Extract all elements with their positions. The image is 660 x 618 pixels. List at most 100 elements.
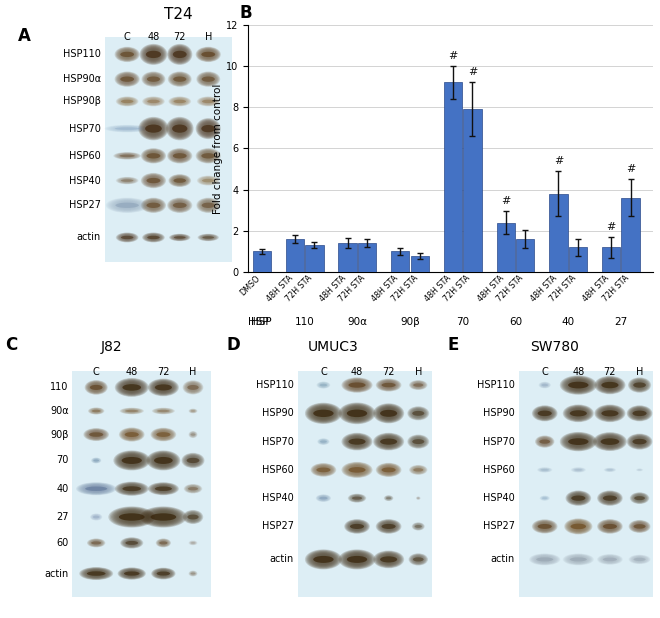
Ellipse shape <box>143 120 164 137</box>
Ellipse shape <box>197 119 219 138</box>
Ellipse shape <box>349 522 364 531</box>
Ellipse shape <box>345 434 370 449</box>
Ellipse shape <box>603 557 617 561</box>
Ellipse shape <box>172 151 187 161</box>
Ellipse shape <box>156 432 170 437</box>
Ellipse shape <box>380 407 397 420</box>
Ellipse shape <box>536 521 554 531</box>
Ellipse shape <box>86 569 106 578</box>
Ellipse shape <box>89 383 103 392</box>
Ellipse shape <box>594 433 626 451</box>
Ellipse shape <box>119 428 145 442</box>
Ellipse shape <box>118 234 136 242</box>
Ellipse shape <box>145 150 162 161</box>
Ellipse shape <box>537 522 552 531</box>
Ellipse shape <box>89 408 103 414</box>
Ellipse shape <box>634 496 645 500</box>
Ellipse shape <box>317 381 331 389</box>
Ellipse shape <box>172 74 187 85</box>
Ellipse shape <box>199 177 217 185</box>
Ellipse shape <box>410 408 426 419</box>
Ellipse shape <box>346 520 368 533</box>
Ellipse shape <box>202 203 215 208</box>
Ellipse shape <box>143 72 164 86</box>
Ellipse shape <box>83 569 109 578</box>
Ellipse shape <box>117 177 137 184</box>
Ellipse shape <box>201 74 216 85</box>
Ellipse shape <box>150 510 177 524</box>
Ellipse shape <box>153 484 174 493</box>
Ellipse shape <box>378 379 399 391</box>
Ellipse shape <box>535 556 555 564</box>
Ellipse shape <box>121 569 142 578</box>
Ellipse shape <box>562 376 595 394</box>
Ellipse shape <box>117 510 147 525</box>
Ellipse shape <box>115 153 139 159</box>
Ellipse shape <box>347 556 367 563</box>
Ellipse shape <box>154 457 173 464</box>
Ellipse shape <box>167 198 192 213</box>
Ellipse shape <box>348 436 366 447</box>
Ellipse shape <box>170 46 189 63</box>
Ellipse shape <box>124 570 139 577</box>
Ellipse shape <box>201 235 216 240</box>
Ellipse shape <box>378 552 400 566</box>
Ellipse shape <box>158 540 169 546</box>
Ellipse shape <box>115 378 148 397</box>
Bar <box>286 239 304 272</box>
Ellipse shape <box>603 496 617 501</box>
Ellipse shape <box>375 404 403 422</box>
Text: HSP60: HSP60 <box>69 151 101 161</box>
Ellipse shape <box>170 73 189 86</box>
Ellipse shape <box>380 465 397 475</box>
Ellipse shape <box>529 554 560 565</box>
Ellipse shape <box>116 48 139 61</box>
Ellipse shape <box>200 121 216 136</box>
Ellipse shape <box>317 495 329 501</box>
Ellipse shape <box>630 379 649 392</box>
Bar <box>622 198 640 272</box>
Ellipse shape <box>77 483 115 495</box>
Ellipse shape <box>571 522 586 531</box>
Ellipse shape <box>409 435 428 448</box>
Ellipse shape <box>115 153 139 159</box>
Ellipse shape <box>537 467 552 473</box>
Ellipse shape <box>88 539 104 547</box>
Text: 70: 70 <box>456 318 469 328</box>
Ellipse shape <box>170 234 189 241</box>
Text: HSP60: HSP60 <box>483 465 515 475</box>
Ellipse shape <box>305 403 342 424</box>
Ellipse shape <box>318 439 329 444</box>
Ellipse shape <box>148 379 178 396</box>
Ellipse shape <box>154 408 172 413</box>
Ellipse shape <box>564 519 593 535</box>
Ellipse shape <box>413 468 423 472</box>
Ellipse shape <box>343 433 372 450</box>
Ellipse shape <box>184 485 202 493</box>
Ellipse shape <box>172 150 188 161</box>
Ellipse shape <box>173 74 187 84</box>
Text: 72: 72 <box>604 367 616 378</box>
Ellipse shape <box>119 483 144 494</box>
Text: #: # <box>501 196 510 206</box>
Ellipse shape <box>117 567 146 580</box>
Ellipse shape <box>569 521 587 532</box>
Ellipse shape <box>151 428 176 441</box>
Ellipse shape <box>173 203 187 208</box>
Ellipse shape <box>628 520 651 533</box>
Ellipse shape <box>148 483 178 495</box>
Ellipse shape <box>411 554 426 565</box>
Ellipse shape <box>156 572 170 575</box>
Ellipse shape <box>566 378 590 392</box>
Ellipse shape <box>145 98 162 105</box>
Ellipse shape <box>145 73 162 85</box>
Bar <box>358 243 376 272</box>
Ellipse shape <box>628 555 651 564</box>
Ellipse shape <box>565 434 591 449</box>
Ellipse shape <box>343 462 372 478</box>
Ellipse shape <box>117 452 147 469</box>
Ellipse shape <box>563 433 593 450</box>
Ellipse shape <box>84 380 108 395</box>
Ellipse shape <box>197 72 220 87</box>
Ellipse shape <box>114 509 150 525</box>
